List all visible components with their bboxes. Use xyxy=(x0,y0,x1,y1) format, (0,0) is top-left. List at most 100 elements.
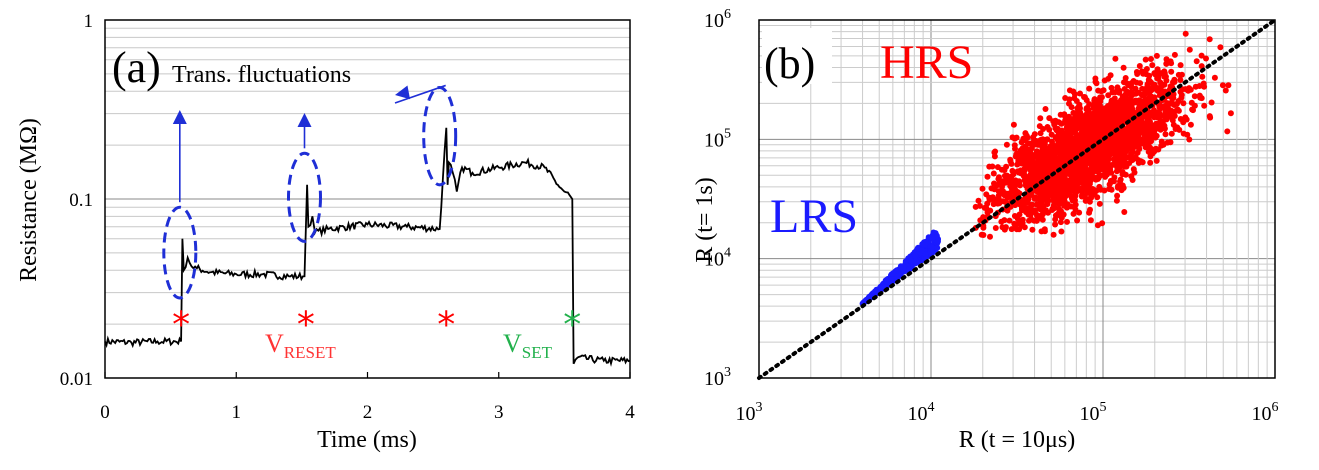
hrs-point xyxy=(1064,218,1070,225)
panel-a-xlabel: Time (ms) xyxy=(317,427,417,453)
hrs-point xyxy=(1206,113,1213,120)
hrs-point xyxy=(1067,179,1074,186)
hrs-point xyxy=(1028,157,1034,164)
hrs-point xyxy=(1147,97,1153,104)
hrs-point xyxy=(1172,126,1179,132)
hrs-point xyxy=(1224,128,1231,135)
hrs-point xyxy=(1175,98,1182,104)
hrs-point xyxy=(1097,105,1104,112)
hrs-point xyxy=(1027,205,1033,212)
hrs-point xyxy=(1225,82,1232,89)
hrs-point xyxy=(1167,139,1174,146)
hrs-point xyxy=(1037,115,1044,122)
hrs-point xyxy=(1061,196,1068,203)
hrs-point xyxy=(1074,217,1081,224)
hrs-point xyxy=(1003,141,1010,148)
hrs-point xyxy=(1173,107,1180,114)
hrs-point xyxy=(1086,117,1093,124)
hrs-point xyxy=(1104,103,1111,109)
lrs-point xyxy=(894,267,901,274)
hrs-point xyxy=(1092,75,1099,82)
hrs-point xyxy=(1083,97,1090,104)
hrs-point xyxy=(1013,134,1020,141)
hrs-point xyxy=(1011,142,1018,149)
panel-a-chart: 0 1 2 3 4 0.01 0.1 1 * * * * (a) Trans. fluctuatio… xyxy=(16,11,635,453)
hrs-point xyxy=(1066,139,1073,145)
hrs-point xyxy=(1061,202,1068,209)
hrs-point xyxy=(1052,221,1059,228)
hrs-point xyxy=(1097,157,1104,164)
hrs-point xyxy=(1071,175,1078,182)
voltage-marker: * xyxy=(437,304,455,345)
hrs-point xyxy=(1133,143,1140,150)
lrs-point xyxy=(884,278,891,285)
hrs-point xyxy=(1080,121,1087,128)
hrs-point xyxy=(1032,173,1039,180)
hrs-point xyxy=(1110,123,1117,130)
hrs-point xyxy=(1121,209,1128,215)
hrs-point xyxy=(972,203,979,210)
hrs-point xyxy=(1059,175,1066,182)
hrs-point xyxy=(1139,159,1146,166)
hrs-point xyxy=(1018,139,1025,146)
hrs-point xyxy=(1060,130,1067,137)
hrs-point xyxy=(1037,206,1044,213)
hrs-point xyxy=(1108,186,1115,193)
lrs-point xyxy=(906,265,913,272)
hrs-point xyxy=(980,214,987,221)
hrs-point xyxy=(1077,109,1084,116)
hrs-point xyxy=(1180,119,1187,126)
hrs-point xyxy=(1088,162,1095,169)
hrs-point xyxy=(1031,131,1038,138)
hrs-point xyxy=(1092,123,1099,130)
hrs-point xyxy=(1137,80,1144,87)
reference-line xyxy=(757,18,1277,380)
fluctuation-arrow xyxy=(394,84,446,104)
hrs-point xyxy=(1178,92,1185,98)
hrs-point xyxy=(1027,172,1034,179)
hrs-point xyxy=(1122,133,1129,140)
hrs-point xyxy=(1071,91,1078,98)
hrs-point xyxy=(1084,151,1091,158)
hrs-point xyxy=(1066,87,1073,94)
hrs-point xyxy=(1154,75,1161,82)
y-tick-label: 105 xyxy=(704,126,731,151)
hrs-point xyxy=(1211,74,1218,81)
hrs-point xyxy=(1114,192,1121,199)
y-tick-label: 0.01 xyxy=(60,369,93,390)
hrs-point xyxy=(1016,211,1023,218)
hrs-point xyxy=(1130,166,1137,173)
hrs-point xyxy=(1175,71,1182,78)
hrs-point xyxy=(1076,209,1083,216)
hrs-point xyxy=(1145,78,1152,85)
panel-b-chart: 103 104 105 106 103 104 105 106 (b) HRS LRS R (… xyxy=(692,7,1279,453)
hrs-point xyxy=(1121,79,1127,86)
x-tick-label: 3 xyxy=(494,402,504,423)
hrs-point xyxy=(1039,174,1046,181)
hrs-point xyxy=(1112,55,1119,62)
hrs-point xyxy=(1117,178,1123,185)
hrs-point xyxy=(1021,155,1028,162)
hrs-point xyxy=(1082,197,1089,204)
panel-a-ylabel: Resistance (MΩ) xyxy=(16,118,42,282)
hrs-point xyxy=(1143,71,1150,78)
hrs-point xyxy=(1091,136,1097,143)
x-tick-label: 0 xyxy=(100,402,110,423)
hrs-point xyxy=(1101,77,1108,84)
hrs-label: HRS xyxy=(880,36,973,89)
hrs-point xyxy=(1198,63,1205,70)
hrs-point xyxy=(1138,123,1145,129)
hrs-point xyxy=(1191,93,1198,100)
hrs-point xyxy=(1035,187,1042,194)
hrs-point xyxy=(1145,109,1152,116)
hrs-point xyxy=(1070,116,1077,123)
hrs-point xyxy=(975,197,982,204)
hrs-point xyxy=(1084,109,1091,116)
hrs-point xyxy=(1002,191,1009,198)
hrs-point xyxy=(1105,92,1112,99)
hrs-point xyxy=(1027,212,1034,219)
hrs-point xyxy=(1117,139,1124,145)
panel-b-label: (b) xyxy=(764,39,815,88)
hrs-point xyxy=(1113,197,1120,204)
